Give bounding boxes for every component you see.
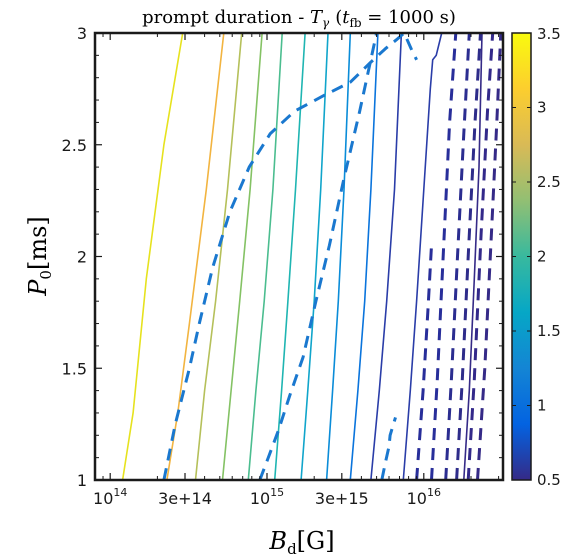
contour-line-solid-7 — [300, 33, 329, 480]
y-tick-label: 3 — [77, 24, 87, 43]
colorbar-gradient — [512, 33, 531, 480]
title-symbol-sub: γ — [322, 16, 330, 30]
x-tick-label: 3e+15 — [315, 489, 369, 508]
contour-line-solid-5 — [247, 33, 283, 480]
x-tick-labels: 1014 3e+14 1015 3e+15 1016 — [93, 486, 441, 508]
y-axis-sub: 0 — [37, 270, 55, 280]
x-tick-label: 1014 — [93, 486, 127, 508]
y-tick-label: 2 — [77, 248, 87, 267]
contour-line-dashed-19 — [455, 33, 482, 480]
x-axis-sub: d — [287, 540, 297, 558]
x-axis-label: Bd[G] — [268, 527, 334, 558]
y-axis-unit: [ms] — [24, 216, 52, 270]
contour-line-dashed-16 — [415, 245, 433, 480]
x-tick-label: 1015 — [250, 486, 284, 508]
y-tick-label: 1 — [77, 471, 87, 490]
title-main: prompt duration - — [142, 7, 310, 28]
y-axis-symbol: P — [24, 279, 52, 297]
contour-line-dashed-17 — [430, 33, 458, 480]
title-paren: ( — [335, 7, 342, 28]
x-axis-unit: [G] — [297, 527, 335, 555]
colorbar-tick-label: 0.5 — [537, 471, 561, 489]
colorbar-tick-label: 1.5 — [537, 322, 561, 340]
contour-line-dashed-13 — [162, 33, 418, 480]
y-tick-label: 1.5 — [62, 359, 87, 378]
contour-line-solid-3 — [194, 33, 243, 480]
contour-line-solid-1 — [121, 33, 184, 480]
contour-line-dashed-15 — [380, 416, 397, 480]
title-tvar-sub: fb — [349, 16, 361, 30]
contour-line-solid-8 — [325, 33, 352, 480]
contour-line-solid-10 — [370, 33, 403, 480]
contour-line-solid-11 — [402, 33, 443, 480]
colorbar-tick-label: 3 — [537, 99, 547, 117]
colorbar-tick-label: 2.5 — [537, 173, 561, 191]
x-tick-label: 3e+14 — [158, 489, 212, 508]
y-axis-label: P0[ms] — [24, 216, 55, 297]
chart-title: prompt duration - Tγ (tfb = 1000 s) — [142, 7, 456, 30]
y-tick-label: 2.5 — [62, 136, 87, 155]
title-symbol: T — [310, 7, 324, 28]
contour-line-dashed-21 — [476, 33, 503, 480]
title-rest: = 1000 s) — [362, 7, 456, 28]
contour-line-solid-9 — [349, 33, 379, 480]
contour-line-solid-4 — [221, 33, 263, 480]
title-tvar: t — [342, 7, 350, 28]
colorbar-ticks: 0.5 1 1.5 2 2.5 3 3.5 — [512, 25, 561, 489]
contour-line-solid-6 — [273, 33, 306, 480]
colorbar-tick-label: 1 — [537, 397, 547, 415]
colorbar-tick-label: 3.5 — [537, 25, 561, 43]
x-tick-label: 1016 — [407, 486, 441, 508]
contour-lines — [121, 33, 503, 480]
x-axis-symbol: B — [268, 527, 287, 555]
contour-line-dashed-14 — [258, 33, 379, 480]
plot-frame — [93, 31, 505, 482]
y-tick-labels: 1 1.5 2 2.5 3 — [62, 24, 87, 490]
contour-line-solid-12 — [463, 33, 483, 480]
contour-line-dashed-18 — [444, 33, 471, 480]
colorbar-tick-label: 2 — [537, 248, 547, 266]
contour-line-dashed-20 — [466, 33, 495, 480]
